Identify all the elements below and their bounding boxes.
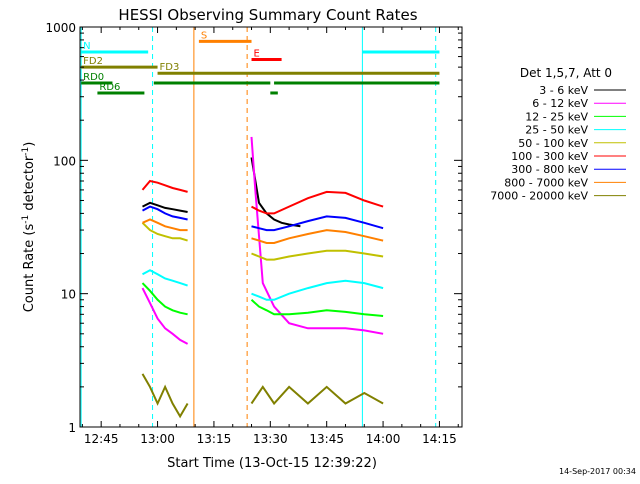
y-axis: 1 10 100 1000 — [45, 21, 462, 435]
series-line-7 — [142, 218, 188, 232]
legend-label: 800 - 7000 keV — [504, 176, 588, 189]
series-line-4 — [141, 222, 188, 242]
series-line-2 — [250, 299, 384, 317]
series-line-8 — [141, 373, 189, 419]
flag-label: S — [201, 30, 207, 41]
timestamp: 14-Sep-2017 00:34 — [559, 467, 636, 476]
legend-label: 3 - 6 keV — [539, 84, 588, 97]
x-tick-label: 12:45 — [84, 432, 119, 446]
legend-label: 50 - 100 keV — [518, 137, 588, 150]
flag-label: FD3 — [160, 62, 180, 73]
series-line-2 — [141, 282, 188, 316]
x-tick-label: 14:15 — [422, 432, 457, 446]
x-tick-label: 13:15 — [197, 432, 232, 446]
series-line-5 — [141, 179, 188, 193]
series-line-8 — [250, 385, 384, 406]
x-tick-label: 13:00 — [140, 432, 175, 446]
x-axis-label: Start Time (13-Oct-15 12:39:22) — [167, 456, 377, 471]
legend-label: 6 - 12 keV — [532, 97, 588, 110]
series-line-5 — [251, 190, 384, 215]
y-tick-label: 1000 — [45, 21, 76, 35]
legend-label: 12 - 25 keV — [525, 110, 588, 123]
legend-label: 7000 - 20000 keV — [490, 190, 588, 203]
series-line-0 — [250, 157, 301, 228]
series-line-4 — [251, 249, 384, 261]
x-tick-label: 14:00 — [366, 432, 401, 446]
flag-label: RD0 — [83, 72, 104, 83]
x-tick-label: 13:30 — [253, 432, 288, 446]
legend-label: 300 - 800 keV — [511, 163, 588, 176]
plot-frame — [79, 26, 463, 428]
series-line-6 — [142, 205, 188, 221]
series-line-1 — [250, 136, 384, 335]
chart-title: HESSI Observing Summary Count Rates — [118, 6, 417, 24]
y-tick-label: 1 — [68, 421, 76, 435]
flag-label: RD6 — [99, 82, 120, 93]
y-tick-label: 10 — [61, 288, 76, 302]
y-tick-label: 100 — [53, 154, 76, 168]
flag-label: FD2 — [83, 56, 103, 67]
legend-label: 25 - 50 keV — [525, 124, 588, 137]
legend-label: 100 - 300 keV — [511, 150, 588, 163]
series-line-7 — [251, 229, 384, 244]
x-axis: 12:45 13:00 13:15 13:30 13:45 14:00 14:15 — [81, 27, 459, 446]
series-line-3 — [142, 269, 188, 287]
series-line-0 — [142, 201, 188, 213]
x-tick-label: 13:45 — [309, 432, 344, 446]
y-axis-label: Count Rate (s-1 detector-1) — [21, 142, 37, 313]
series-line-1 — [141, 287, 189, 345]
legend-title: Det 1,5,7, Att 0 — [520, 66, 612, 80]
flag-label: E — [254, 49, 260, 60]
flag-label: N — [83, 41, 90, 52]
series-line-3 — [251, 279, 384, 301]
series-line-6 — [251, 215, 384, 232]
